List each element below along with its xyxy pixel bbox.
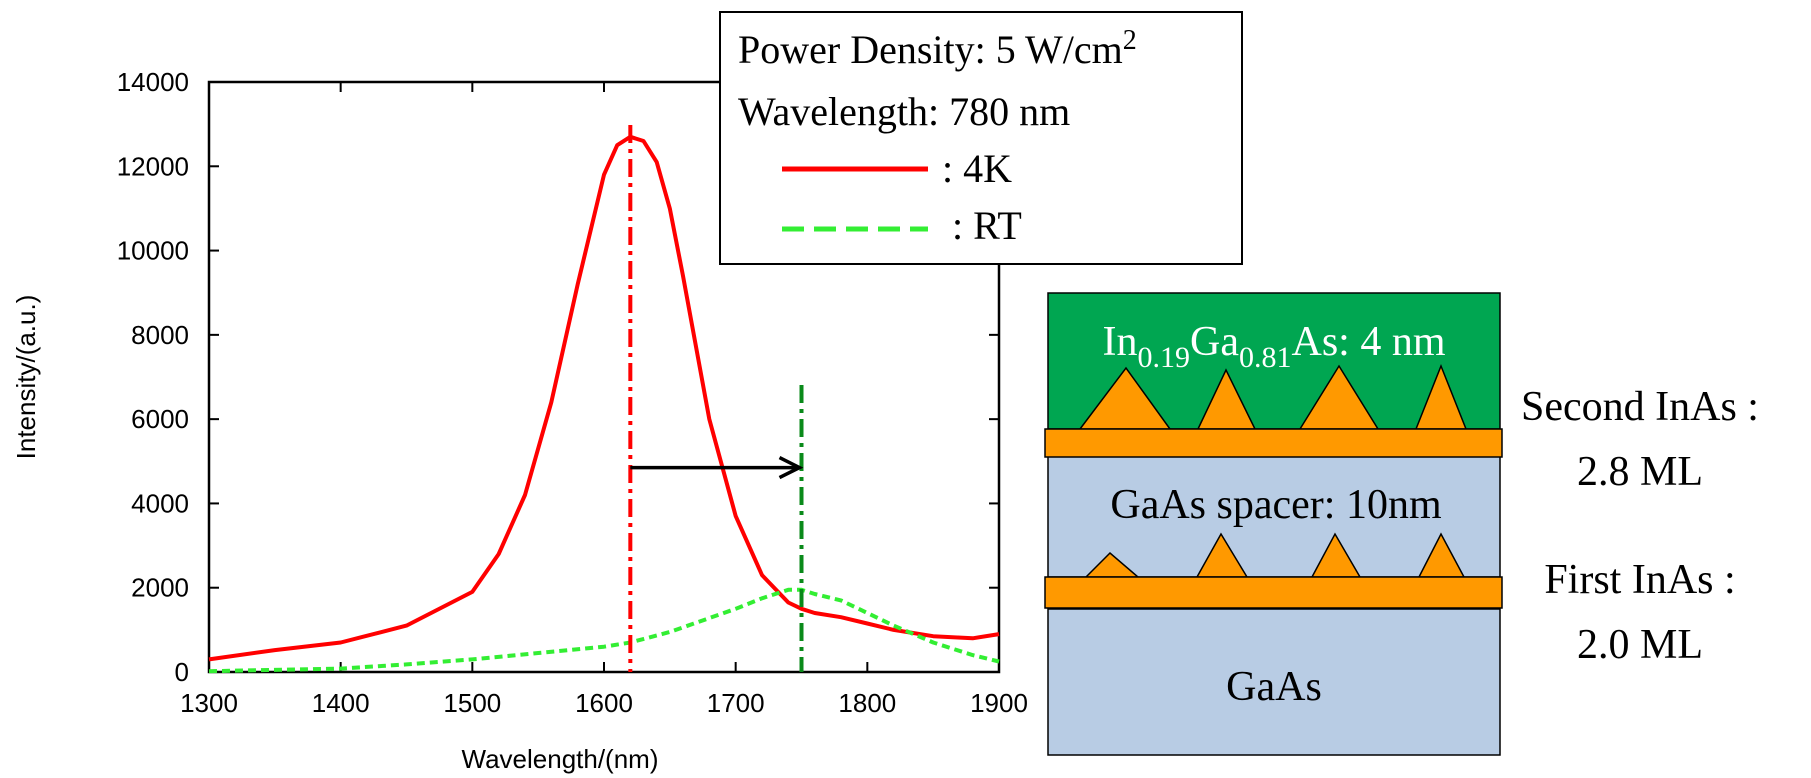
sample-structure-diagram: In0.19Ga0.81As: 4 nm GaAs spacer: 10nm G…: [1044, 292, 1759, 756]
y-tick-label: 14000: [117, 67, 189, 97]
first-inas-thickness: 2.0 ML: [1577, 622, 1703, 668]
second-inas-label: Second InAs :: [1521, 384, 1759, 430]
x-tick-label: 1800: [838, 688, 896, 718]
y-axis-label: Intensity/(a.u.): [11, 295, 41, 460]
series-rt-line: [208, 587, 1000, 674]
substrate-label: GaAs: [1226, 664, 1322, 710]
gaas-substrate: [1047, 608, 1501, 756]
legend-box: [719, 11, 1243, 265]
x-tick-label: 1500: [443, 688, 501, 718]
x-tick-label: 1600: [575, 688, 633, 718]
y-tick-label: 6000: [131, 404, 189, 434]
legend-label-rt: : RT: [952, 203, 1022, 248]
legend-label-4k: : 4K: [942, 146, 1012, 191]
y-tick-label: 4000: [131, 488, 189, 518]
second-inas-thickness: 2.8 ML: [1577, 449, 1703, 495]
legend-wavelength: Wavelength: 780 nm: [738, 89, 1070, 134]
x-tick-label: 1700: [707, 688, 765, 718]
tick-labels: 1300 1400 1500 1600 1700 1800 1900 0 2000 4000 600…: [117, 67, 1028, 718]
cap-layer-label: In0.19Ga0.81As: 4 nm: [1103, 319, 1446, 374]
annotation-layer: [628, 125, 804, 672]
spacer-label: GaAs spacer: 10nm: [1110, 482, 1442, 528]
y-tick-label: 2000: [131, 573, 189, 603]
x-tick-label: 1400: [312, 688, 370, 718]
y-tick-label: 10000: [117, 236, 189, 266]
y-tick-label: 0: [175, 657, 189, 687]
x-axis-label: Wavelength/(nm): [462, 744, 659, 774]
legend: Power Density: 5 W/cm2 Wavelength: 780 n…: [719, 11, 1243, 265]
series-layer: [208, 134, 1000, 674]
redshift-arrowhead: [778, 456, 804, 480]
series-4k-line: [208, 134, 1000, 662]
second-inas-wetting-layer: [1044, 428, 1503, 458]
legend-power-density: Power Density: 5 W/cm2: [738, 25, 1137, 72]
x-tick-label: 1900: [970, 688, 1028, 718]
x-tick-label: 1300: [180, 688, 238, 718]
y-tick-label: 12000: [117, 151, 189, 181]
y-tick-label: 8000: [131, 320, 189, 350]
first-inas-label: First InAs :: [1544, 557, 1735, 603]
gaas-spacer-layer: [1047, 454, 1501, 578]
pl-spectrum-chart: 1300 1400 1500 1600 1700 1800 1900 0 2000 4000 600…: [11, 11, 1243, 774]
first-inas-wetting-layer: [1044, 576, 1503, 609]
